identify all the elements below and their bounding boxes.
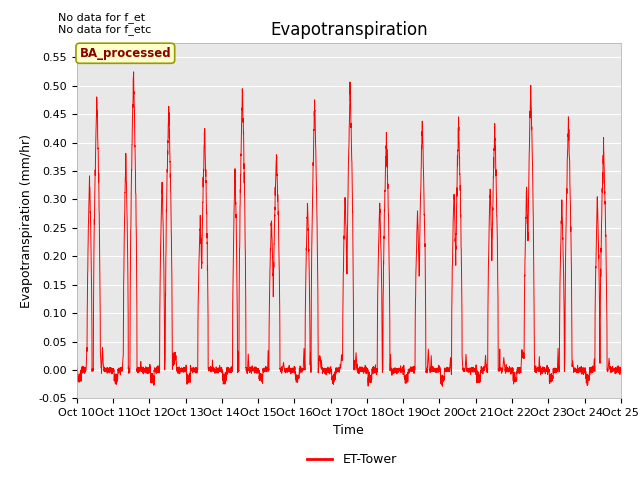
Legend: ET-Tower: ET-Tower [302,448,402,471]
Y-axis label: Evapotranspiration (mm/hr): Evapotranspiration (mm/hr) [20,134,33,308]
Text: BA_processed: BA_processed [79,47,171,60]
Text: No data for f_et
No data for f_etc: No data for f_et No data for f_etc [58,12,151,36]
Title: Evapotranspiration: Evapotranspiration [270,21,428,39]
X-axis label: Time: Time [333,424,364,437]
